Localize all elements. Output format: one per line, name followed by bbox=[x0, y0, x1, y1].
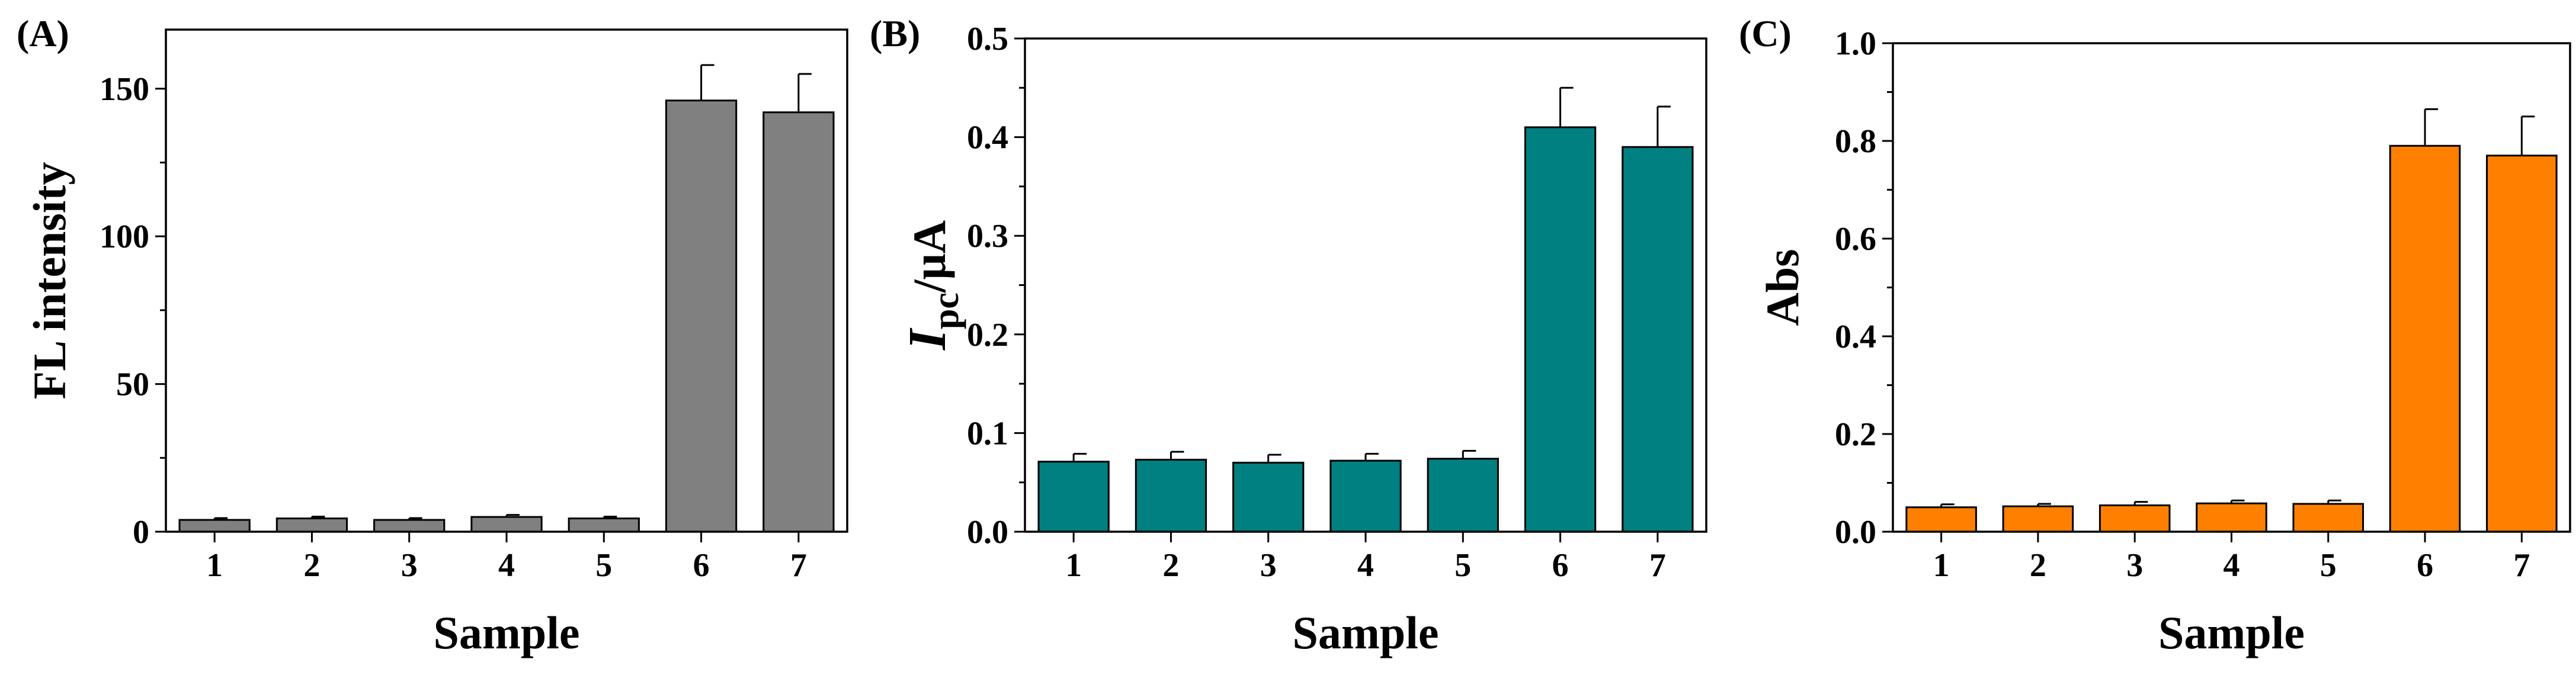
bar-sample-6 bbox=[1524, 126, 1597, 533]
plot-frame bbox=[165, 28, 848, 533]
x-tick-label: 2 bbox=[303, 547, 320, 584]
y-tick-label: 0.0 bbox=[1835, 514, 1876, 551]
x-axis-title: Sample bbox=[1292, 607, 1438, 658]
y-axis-title: Ipc/μA bbox=[898, 220, 966, 351]
bar-sample-5 bbox=[2292, 503, 2364, 533]
plot-frame bbox=[1892, 42, 2571, 533]
panel-label: (B) bbox=[870, 12, 920, 54]
bar-sample-1 bbox=[1905, 506, 1977, 533]
y-tick-label: 0.4 bbox=[1835, 319, 1876, 355]
y-tick-label: 0.2 bbox=[967, 317, 1008, 353]
x-tick-label: 4 bbox=[2223, 547, 2240, 584]
chart-panel-2: (B) 0.0 0.1 0.2 0.3 0.4 0.5 1 2 3 4 5 6 7 Sample Ipc/μA bbox=[870, 12, 1707, 658]
x-axis-title: Sample bbox=[433, 607, 579, 658]
bar-sample-3 bbox=[1232, 461, 1305, 533]
x-tick-label: 5 bbox=[1454, 547, 1471, 584]
bar-sample-1 bbox=[178, 519, 251, 533]
x-tick-label: 6 bbox=[1552, 547, 1569, 584]
panel-label: (C) bbox=[1739, 12, 1792, 54]
y-tick-label: 0.5 bbox=[967, 21, 1008, 57]
x-tick-label: 7 bbox=[2513, 547, 2530, 584]
bar-sample-4 bbox=[2196, 502, 2267, 533]
y-axis-title: FL intensity bbox=[24, 162, 75, 400]
x-tick-label: 3 bbox=[401, 547, 418, 584]
y-tick-label: 1.0 bbox=[1835, 25, 1876, 62]
y-axis-title-main: I bbox=[898, 327, 957, 351]
x-tick-label: 5 bbox=[2320, 547, 2337, 584]
chart-panel-1: (A) 0 50 100 150 1 2 3 4 5 6 7 Sample FL intensity bbox=[17, 12, 848, 658]
bar-sample-5 bbox=[568, 518, 640, 533]
y-tick-label: 50 bbox=[116, 367, 149, 403]
y-tick-label: 0 bbox=[133, 514, 149, 551]
bar-sample-7 bbox=[2486, 155, 2558, 533]
y-tick-label: 0.4 bbox=[967, 120, 1008, 156]
x-tick-label: 2 bbox=[2030, 547, 2046, 584]
y-tick-label: 150 bbox=[100, 71, 149, 108]
y-tick-label: 0.2 bbox=[1835, 416, 1876, 453]
y-tick-label: 0.3 bbox=[967, 218, 1008, 255]
bar-sample-2 bbox=[2002, 505, 2074, 533]
x-tick-label: 3 bbox=[2126, 547, 2143, 584]
x-tick-label: 1 bbox=[1933, 547, 1950, 584]
panel-label: (A) bbox=[17, 12, 69, 54]
x-tick-label: 2 bbox=[1162, 547, 1179, 584]
bar-sample-2 bbox=[275, 518, 348, 533]
bar-sample-4 bbox=[1329, 459, 1402, 533]
x-tick-label: 4 bbox=[498, 547, 515, 584]
y-tick-label: 0.6 bbox=[1835, 221, 1876, 258]
x-tick-label: 7 bbox=[790, 547, 807, 584]
x-tick-label: 5 bbox=[595, 547, 612, 584]
x-tick-label: 3 bbox=[1260, 547, 1277, 584]
y-axis-title-unit: /μA bbox=[903, 220, 955, 293]
x-tick-label: 1 bbox=[1065, 547, 1082, 584]
x-tick-label: 6 bbox=[693, 547, 710, 584]
chart-panel-3: (C) 0.0 0.2 0.4 0.6 0.8 1.0 1 2 3 4 5 6 7 Sample Abs bbox=[1739, 12, 2571, 658]
bar-sample-2 bbox=[1135, 458, 1207, 533]
x-tick-label: 7 bbox=[1649, 547, 1666, 584]
y-axis-title: Abs bbox=[1757, 249, 1808, 326]
bar-sample-3 bbox=[373, 519, 446, 533]
y-tick-label: 0.8 bbox=[1835, 123, 1876, 160]
bar-sample-4 bbox=[470, 516, 543, 533]
bar-sample-6 bbox=[665, 99, 738, 533]
y-tick-label: 0.0 bbox=[967, 514, 1008, 551]
bar-sample-3 bbox=[2098, 504, 2171, 533]
bar-sample-7 bbox=[1622, 146, 1694, 533]
x-axis-title: Sample bbox=[2158, 607, 2305, 658]
bar-sample-6 bbox=[2389, 144, 2461, 533]
y-tick-label: 0.1 bbox=[967, 415, 1008, 452]
y-axis-title-sub: pc bbox=[926, 292, 966, 329]
bar-sample-5 bbox=[1427, 458, 1499, 533]
x-tick-label: 4 bbox=[1357, 547, 1374, 584]
x-tick-label: 6 bbox=[2417, 547, 2433, 584]
y-tick-label: 100 bbox=[100, 218, 149, 255]
bar-sample-7 bbox=[762, 111, 835, 533]
x-tick-label: 1 bbox=[206, 547, 223, 584]
bar-sample-1 bbox=[1037, 461, 1110, 533]
